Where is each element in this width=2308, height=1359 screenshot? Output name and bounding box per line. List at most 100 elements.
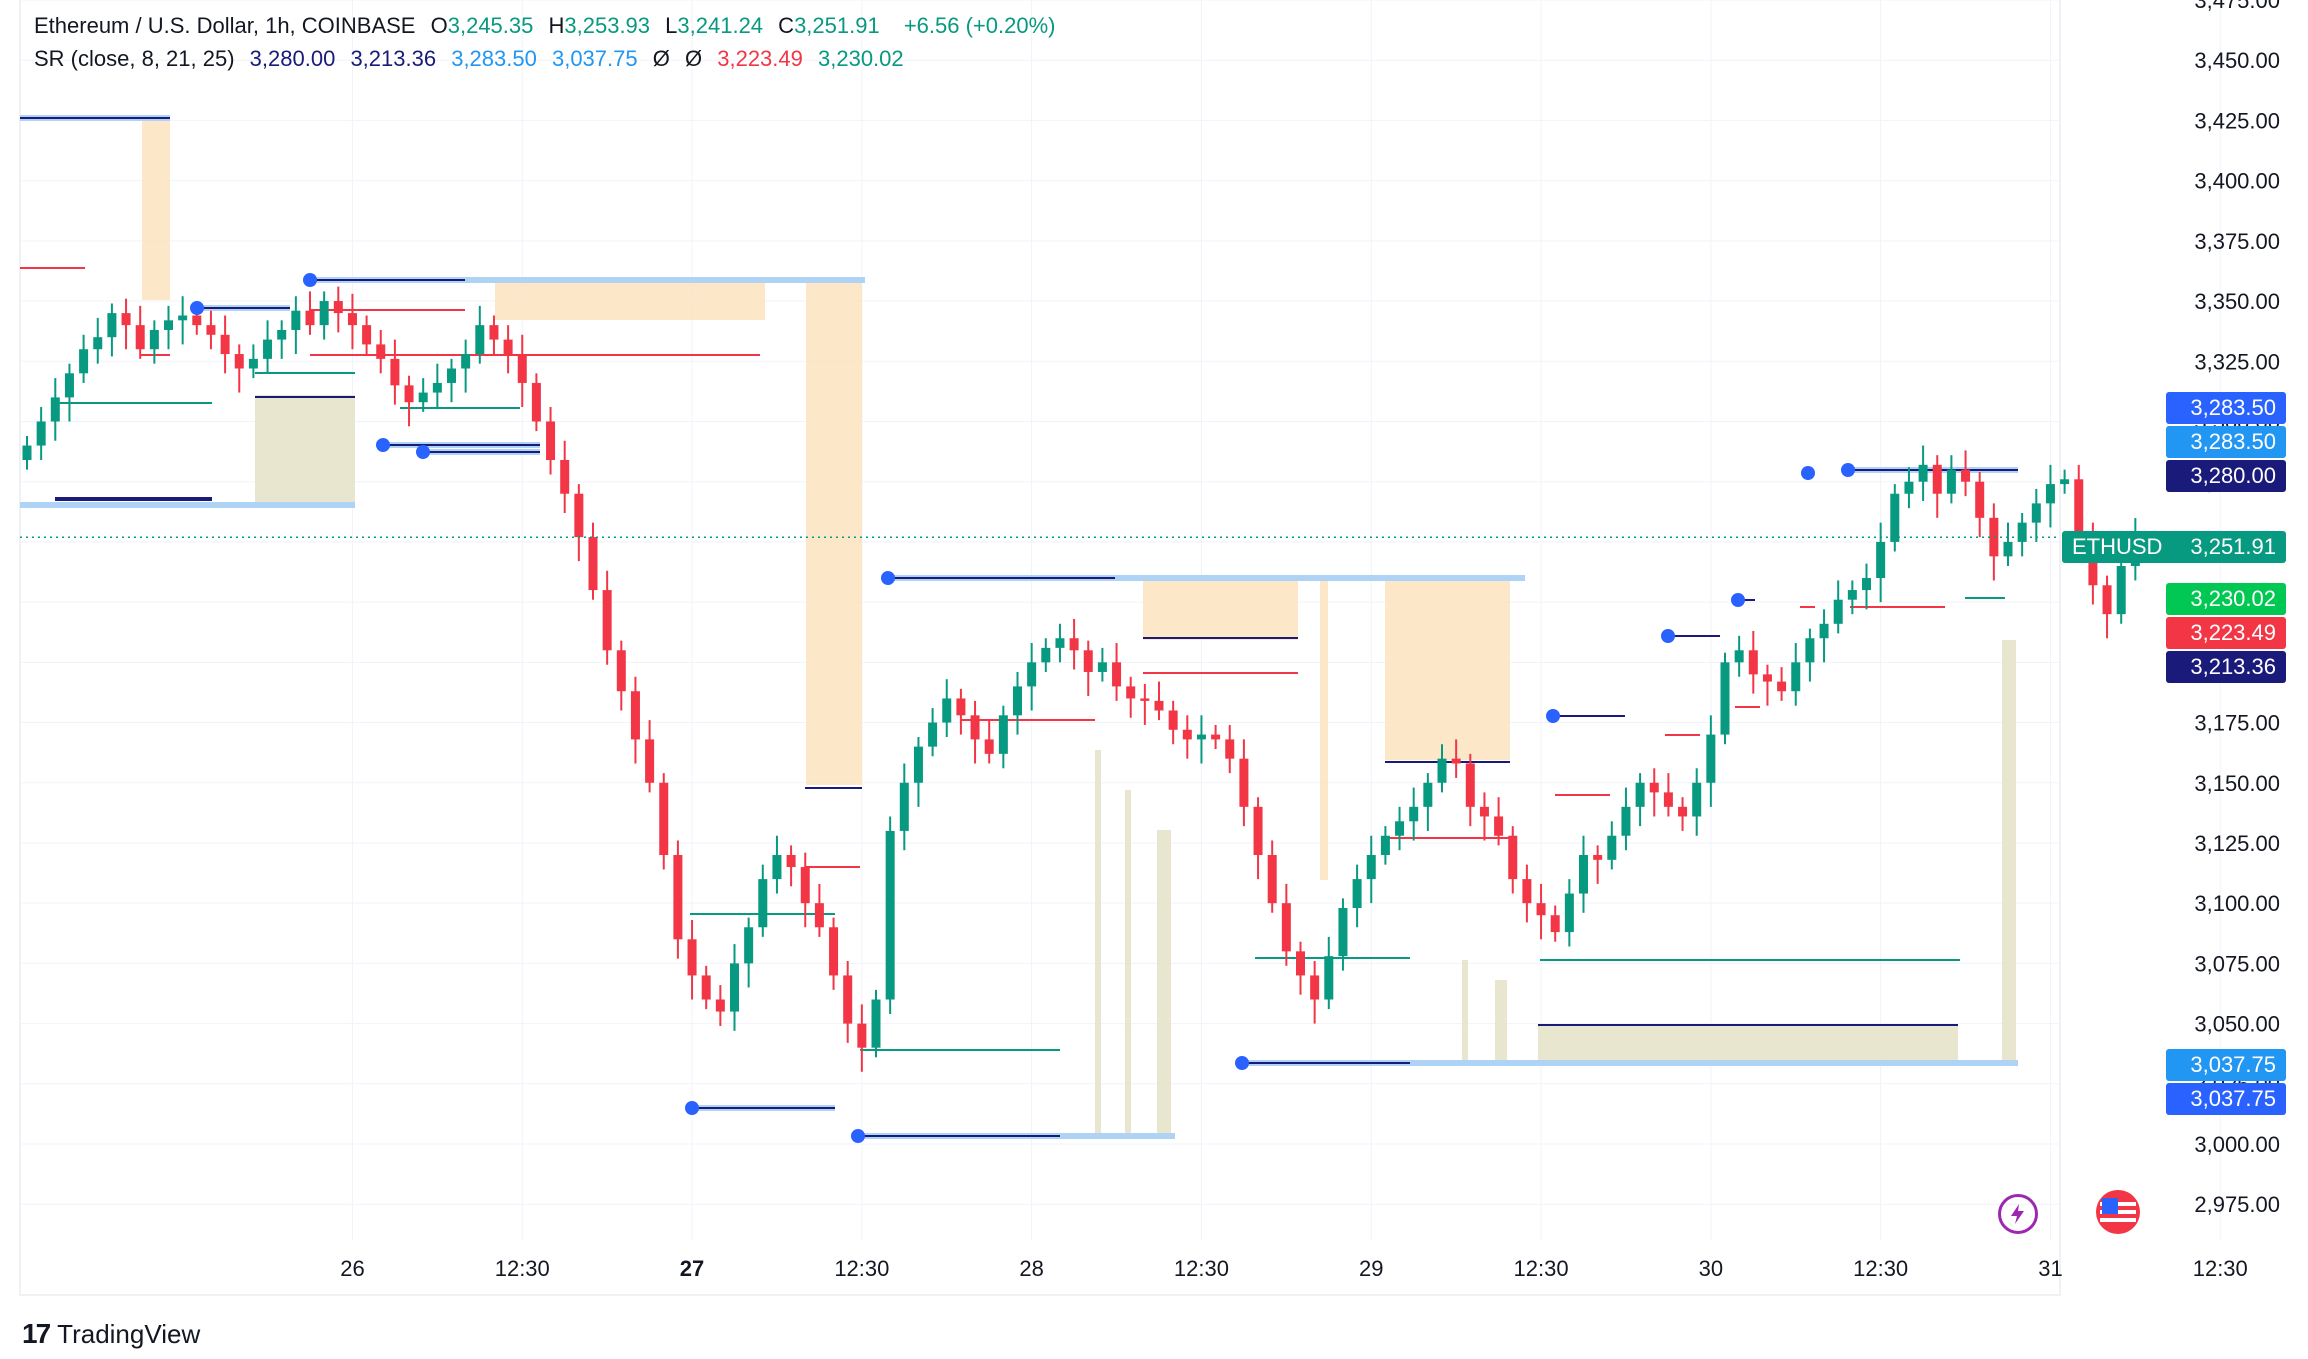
candle-body bbox=[772, 855, 782, 880]
candle-body bbox=[1310, 975, 1320, 1000]
candle-body bbox=[2102, 585, 2112, 615]
x-tick-label: 12:30 bbox=[1514, 1256, 1569, 1281]
region-flag-button[interactable] bbox=[2096, 1190, 2140, 1234]
y-tick-label: 3,450.00 bbox=[2194, 48, 2280, 73]
candle-body bbox=[1154, 700, 1164, 711]
sr-zone bbox=[2002, 640, 2016, 1065]
symbol-title[interactable]: Ethereum / U.S. Dollar, 1h, COINBASE bbox=[34, 13, 416, 38]
candle-body bbox=[1239, 758, 1249, 807]
candle-body bbox=[2116, 565, 2126, 615]
y-tick-label: 3,125.00 bbox=[2194, 831, 2280, 856]
candle-body bbox=[1013, 686, 1022, 716]
y-tick-label: 3,050.00 bbox=[2194, 1012, 2280, 1037]
sr-zone bbox=[1320, 580, 1328, 880]
candle-body bbox=[1522, 879, 1532, 904]
candle-body bbox=[1621, 806, 1631, 836]
sr-zone bbox=[1157, 830, 1171, 1135]
low-value: 3,241.24 bbox=[677, 13, 764, 38]
ohlc-values: O3,245.35 H3,253.93 L3,241.24 C3,251.91 bbox=[431, 13, 895, 38]
symbol-label: ETHUSD bbox=[2062, 531, 2173, 563]
candle-body bbox=[1946, 469, 1956, 494]
candle-body bbox=[1437, 758, 1447, 783]
candle-body bbox=[2074, 479, 2084, 542]
candle-body bbox=[942, 698, 952, 723]
indicator-value-6: Ø bbox=[684, 46, 703, 71]
sr-origin-dot bbox=[376, 438, 390, 452]
price-label-resistance-1: 3,283.50 bbox=[2166, 392, 2286, 424]
candle-body bbox=[1281, 903, 1291, 952]
candle-body bbox=[418, 392, 428, 403]
candle-body bbox=[1536, 903, 1546, 916]
candle-body bbox=[1211, 734, 1221, 740]
candle-body bbox=[1409, 806, 1419, 822]
candle-body bbox=[843, 975, 853, 1024]
candle-body bbox=[1678, 806, 1688, 817]
sr-zone bbox=[806, 280, 862, 785]
candle-body bbox=[248, 358, 258, 369]
candle-body bbox=[871, 999, 881, 1048]
indicator-name[interactable]: SR (close, 8, 21, 25) bbox=[34, 46, 235, 71]
tradingview-mark-icon: 17 bbox=[22, 1318, 51, 1349]
candle-body bbox=[489, 325, 499, 340]
candle-body bbox=[531, 382, 541, 422]
candle-body bbox=[447, 368, 456, 383]
sr-origin-dot bbox=[1801, 466, 1815, 480]
x-tick-label: 26 bbox=[340, 1256, 364, 1281]
candle-body bbox=[1055, 638, 1065, 648]
sr-zone bbox=[1538, 1025, 1958, 1065]
close-value: 3,251.91 bbox=[794, 13, 880, 38]
candle-body bbox=[1593, 855, 1603, 860]
candle-body bbox=[1451, 758, 1461, 764]
candle-body bbox=[390, 358, 400, 386]
candle-body bbox=[673, 855, 683, 940]
candle-body bbox=[829, 927, 839, 976]
x-tick-label: 12:30 bbox=[1853, 1256, 1908, 1281]
candle-body bbox=[1847, 590, 1857, 600]
candle-body bbox=[730, 963, 739, 1012]
y-tick-label: 3,375.00 bbox=[2194, 229, 2280, 254]
candle-body bbox=[517, 354, 527, 383]
candle-body bbox=[1196, 734, 1206, 740]
candle-body bbox=[50, 397, 60, 422]
candle-body bbox=[178, 315, 188, 321]
candle-body bbox=[1706, 734, 1716, 783]
x-tick-label: 12:30 bbox=[834, 1256, 889, 1281]
candle-body bbox=[79, 349, 89, 374]
sr-zones bbox=[142, 120, 2016, 1135]
last-price-label: 3,251.91 bbox=[2166, 531, 2286, 563]
candle-body bbox=[234, 354, 244, 369]
indicator-value-5: Ø bbox=[652, 46, 670, 71]
candle-body bbox=[1904, 481, 1914, 494]
candle-body bbox=[2088, 541, 2098, 586]
candle-body bbox=[984, 739, 994, 754]
candle-body bbox=[701, 975, 711, 1000]
candle-body bbox=[376, 344, 386, 359]
candle-body bbox=[107, 313, 117, 338]
sr-zone bbox=[495, 280, 765, 320]
candle-body bbox=[885, 830, 895, 1000]
sr-origin-dot bbox=[1841, 463, 1855, 477]
open-key: O bbox=[430, 13, 448, 38]
candle-body bbox=[998, 715, 1008, 754]
candle-body bbox=[1791, 662, 1801, 692]
candle-body bbox=[1423, 782, 1433, 807]
lightning-icon bbox=[2011, 1204, 2024, 1224]
candle-body bbox=[645, 739, 655, 783]
y-tick-label: 3,150.00 bbox=[2194, 771, 2280, 796]
close-key: C bbox=[778, 13, 795, 38]
candle-body bbox=[1225, 739, 1235, 759]
lightning-button[interactable] bbox=[1998, 1194, 2038, 1234]
high-value: 3,253.93 bbox=[564, 13, 651, 38]
sr-origin-dot bbox=[416, 445, 430, 459]
tradingview-logo[interactable]: 17 TradingView bbox=[22, 1318, 200, 1350]
candle-body bbox=[956, 698, 966, 716]
legend-indicator: SR (close, 8, 21, 25) 3,280.00 3,213.36 … bbox=[34, 46, 913, 72]
candle-body bbox=[588, 537, 598, 591]
candle-body bbox=[1465, 763, 1475, 807]
candle-body bbox=[1508, 835, 1518, 880]
candle-body bbox=[319, 301, 329, 326]
us-flag-icon bbox=[2097, 1191, 2139, 1233]
sr-origin-dot bbox=[881, 571, 895, 585]
candle-body bbox=[277, 329, 287, 340]
